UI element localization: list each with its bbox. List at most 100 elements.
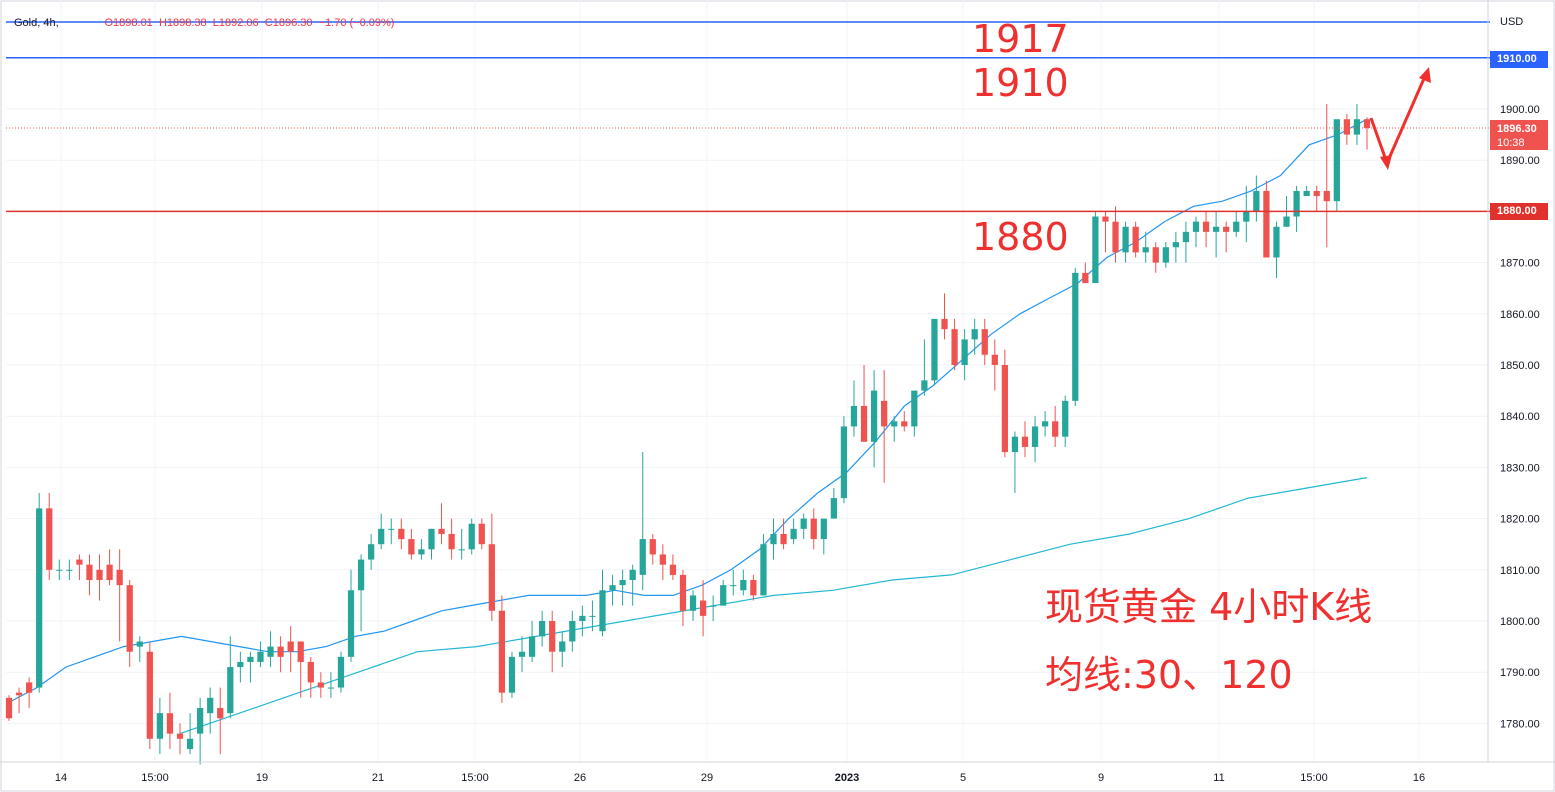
candle-body [1192, 221, 1200, 232]
time-tick-label: 14 [55, 772, 67, 784]
candle-body [166, 713, 174, 734]
time-tick-label: 16 [1413, 772, 1425, 784]
candle-body [951, 329, 958, 365]
annotation-1910: 1910 [972, 61, 1069, 105]
candle-body [86, 564, 93, 581]
candle-body [378, 528, 385, 545]
candle-body [176, 733, 184, 739]
candle-body [398, 528, 405, 540]
time-tick-label: 21 [372, 772, 384, 784]
time-tick-label: 15:00 [1300, 772, 1328, 784]
price-tick-label: 1790.00 [1500, 667, 1540, 679]
price-tick-label: 1780.00 [1500, 718, 1540, 730]
bar-countdown: 10:38 [1497, 137, 1525, 149]
candle-body [1112, 221, 1119, 253]
candle-body [1162, 247, 1169, 263]
candle-body [287, 641, 294, 652]
change-value: −1.70 (−0.09%) [318, 17, 395, 29]
ma30-line [7, 118, 1368, 704]
candle-body [5, 697, 13, 719]
candle-body [1102, 216, 1109, 222]
candle-body [549, 621, 556, 652]
candle-body [1303, 190, 1310, 197]
candle-body [599, 590, 606, 632]
candle-body [197, 708, 204, 734]
candle-body [1011, 436, 1019, 453]
candle-body [56, 569, 63, 571]
candle-body [237, 661, 244, 668]
candle-body [730, 585, 737, 587]
candle-body [518, 651, 526, 657]
candle-body [941, 318, 948, 330]
candle-body [1132, 226, 1139, 253]
candle-body [1031, 426, 1039, 447]
candle-body [881, 400, 888, 427]
candle-body [891, 421, 898, 427]
candle-body [1223, 226, 1230, 232]
candle-body [961, 339, 968, 365]
candle-body [1283, 216, 1290, 227]
candle-body [448, 533, 455, 550]
candle-body [96, 569, 103, 581]
candle-body [840, 426, 848, 499]
price-tag-current: 1896.30 10:38 [1490, 120, 1548, 150]
annotation-1917: 1917 [972, 17, 1069, 61]
candle-body [267, 646, 274, 657]
open-value: O1898.01 [104, 17, 153, 29]
horizontal-lines [6, 21, 1490, 213]
candle-body [388, 528, 395, 530]
candle-body [368, 544, 375, 560]
candle-body [488, 544, 495, 611]
candle-body [247, 656, 254, 662]
price-tick-label: 1860.00 [1500, 309, 1540, 321]
price-tick-label: 1870.00 [1500, 258, 1540, 270]
candle-body [569, 621, 576, 642]
price-tick-label: 1900.00 [1500, 104, 1540, 116]
candle-body [1172, 242, 1179, 248]
price-tag-1910: 1910.00 [1490, 51, 1548, 68]
price-tick-label: 1840.00 [1500, 411, 1540, 423]
candle-body [498, 610, 506, 693]
candle-body [629, 569, 636, 581]
candle-body [508, 656, 516, 693]
time-tick-label: 26 [574, 772, 586, 784]
candle-body [126, 585, 133, 652]
candle-body [679, 574, 687, 611]
candle-body [830, 498, 837, 519]
annotation-1880: 1880 [972, 215, 1069, 259]
candle-body [1062, 400, 1069, 437]
candles [5, 103, 1371, 765]
chart-title-annotation: 现货黄金 4小时K线 [1045, 585, 1373, 629]
high-value: H1898.38 [158, 17, 207, 29]
candle-body [800, 518, 807, 529]
price-tick-label: 1800.00 [1500, 616, 1540, 628]
grid [6, 0, 1488, 762]
candle-body [46, 508, 53, 570]
candle-body [1233, 221, 1240, 232]
candle-body [438, 528, 445, 534]
candle-body [1072, 272, 1079, 401]
price-tick-label: 1810.00 [1500, 565, 1540, 577]
candle-body [579, 615, 586, 621]
candle-body [780, 533, 787, 545]
price-tick-label: 1850.00 [1500, 360, 1540, 372]
candle-body [66, 569, 73, 571]
candle-body [619, 580, 626, 586]
candle-body [539, 621, 546, 637]
candle-body [106, 564, 113, 581]
candle-body [186, 738, 194, 749]
candle-body [750, 580, 757, 596]
candle-body [1001, 365, 1008, 453]
price-tick-label: 1890.00 [1500, 155, 1540, 167]
up-arrow-head [1419, 67, 1431, 83]
currency-label: USD [1500, 16, 1524, 28]
candle-body [156, 713, 164, 739]
candle-body [1041, 421, 1049, 427]
candle-body [1243, 211, 1250, 222]
candle-body [850, 405, 858, 427]
candle-body [770, 533, 777, 545]
candle-body [559, 641, 566, 652]
candle-body [991, 354, 998, 365]
